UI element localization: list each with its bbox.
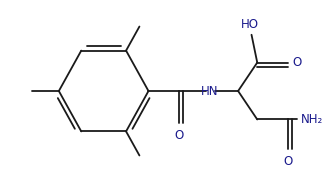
Text: HO: HO <box>241 18 259 31</box>
Text: HN: HN <box>201 84 218 98</box>
Text: O: O <box>292 56 302 69</box>
Text: O: O <box>174 129 184 142</box>
Text: NH₂: NH₂ <box>301 113 323 126</box>
Text: O: O <box>283 155 292 168</box>
